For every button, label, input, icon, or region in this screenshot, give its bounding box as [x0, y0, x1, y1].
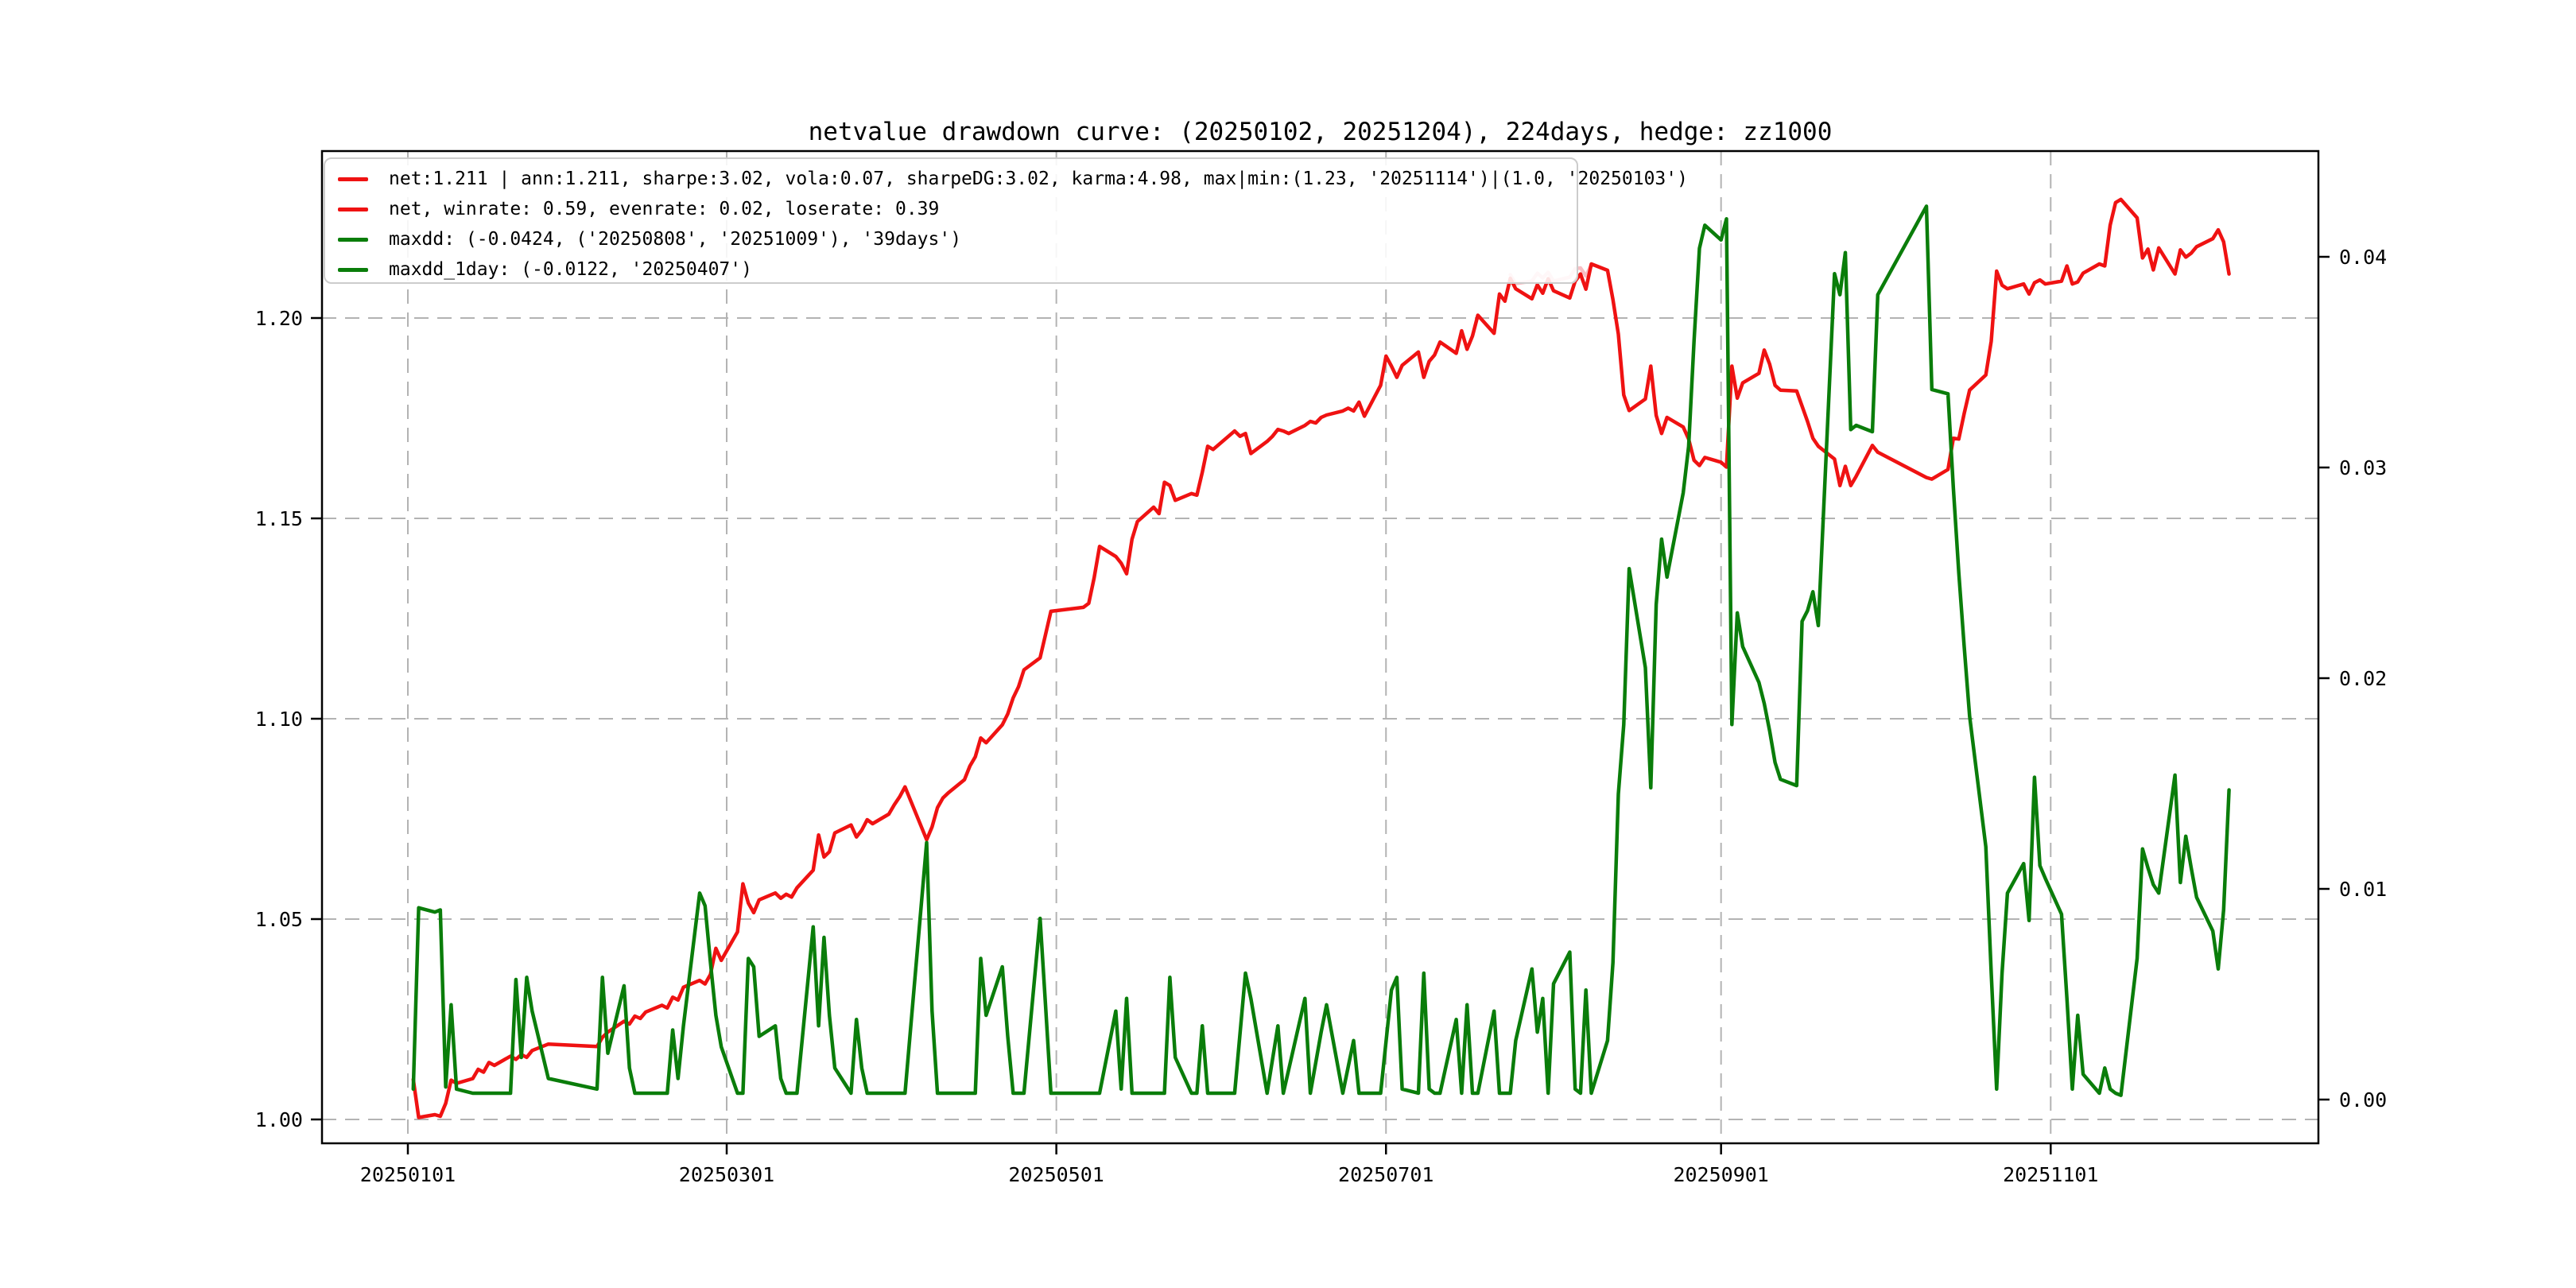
legend-row: net, winrate: 0.59, evenrate: 0.02, lose… — [338, 194, 1577, 224]
legend-label: net, winrate: 0.59, evenrate: 0.02, lose… — [389, 199, 940, 219]
x-tick-label: 20250901 — [1673, 1163, 1768, 1186]
chart-title: netvalue drawdown curve: (20250102, 2025… — [808, 118, 1833, 146]
legend-label: net:1.211 | ann:1.211, sharpe:3.02, vola… — [389, 169, 1688, 189]
y-left-tick-label: 1.20 — [255, 307, 303, 330]
plot-spines — [320, 149, 2320, 1145]
legend: net:1.211 | ann:1.211, sharpe:3.02, vola… — [324, 157, 1688, 285]
y-right-tick-label: 0.00 — [2339, 1088, 2387, 1111]
x-tick-label: 20250701 — [1338, 1163, 1433, 1186]
legend-row: net:1.211 | ann:1.211, sharpe:3.02, vola… — [338, 164, 1688, 194]
drawdown-line — [411, 204, 2231, 1097]
x-tick-label: 20250101 — [360, 1163, 456, 1186]
y-left-tick-label: 1.05 — [255, 908, 303, 931]
legend-label: maxdd_1day: (-0.0122, '20250407') — [389, 259, 752, 280]
x-tick-label: 20250501 — [1008, 1163, 1104, 1186]
x-tick-label: 20250301 — [679, 1163, 774, 1186]
legend-line-swatch — [338, 177, 368, 181]
y-left-tick-label: 1.10 — [255, 708, 303, 731]
y-right-tick-label: 0.03 — [2339, 456, 2387, 479]
legend-line-swatch — [338, 207, 368, 211]
y-right-tick-label: 0.01 — [2339, 878, 2387, 901]
legend-row: maxdd_1day: (-0.0122, '20250407') — [338, 254, 1577, 285]
legend-row: maxdd: (-0.0424, ('20250808', '20251009'… — [338, 224, 1577, 254]
x-tick-label: 20251101 — [2003, 1163, 2098, 1186]
y-left-tick-label: 1.15 — [255, 507, 303, 530]
legend-line-swatch — [338, 267, 368, 272]
legend-line-swatch — [338, 237, 368, 242]
y-right-tick-label: 0.02 — [2339, 667, 2387, 690]
y-right-tick-label: 0.04 — [2339, 246, 2387, 269]
legend-label: maxdd: (-0.0424, ('20250808', '20251009'… — [389, 229, 962, 250]
y-left-tick-label: 1.00 — [255, 1108, 303, 1131]
